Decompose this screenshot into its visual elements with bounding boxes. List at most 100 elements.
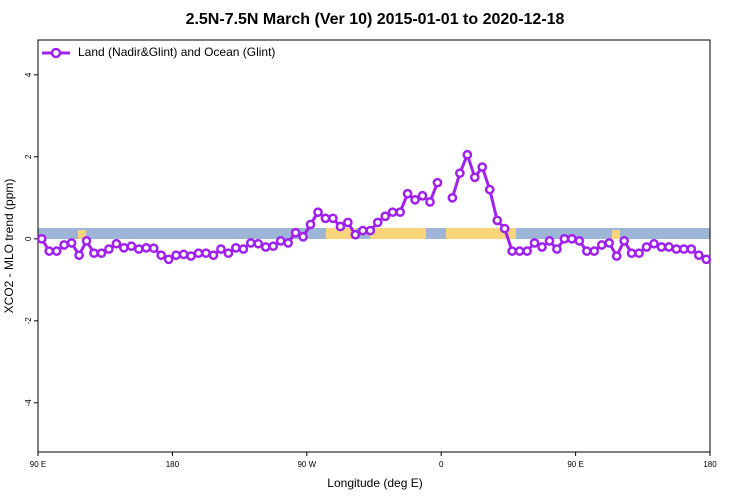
y-tick-label: -2 <box>24 317 33 325</box>
data-point <box>111 238 122 249</box>
data-point <box>664 242 674 252</box>
x-tick-label: 90 E <box>30 460 46 469</box>
data-point <box>104 244 114 254</box>
data-point <box>365 225 376 236</box>
data-point <box>44 246 55 256</box>
data-point <box>133 244 144 254</box>
data-point <box>410 195 420 205</box>
x-tick-label: 180 <box>703 460 717 469</box>
x-tick-label: 90 W <box>297 460 316 469</box>
data-point <box>156 250 167 261</box>
y-axis-label: XCO2 - MLO trend (ppm) <box>2 179 16 314</box>
data-point <box>552 244 562 254</box>
data-point <box>507 246 517 256</box>
plot-frame <box>37 39 711 453</box>
data-point <box>380 211 391 222</box>
y-tick-label: -4 <box>24 399 33 407</box>
data-point <box>148 243 159 254</box>
data-point <box>89 248 99 259</box>
data-point <box>626 248 637 259</box>
data-point <box>66 238 77 248</box>
data-point <box>484 184 495 195</box>
data-point <box>141 242 152 253</box>
y-tick-label: 2 <box>24 154 33 159</box>
x-tick-label: 0 <box>439 460 444 469</box>
legend-label: Land (Nadir&Glint) and Ocean (Glint) <box>78 45 275 59</box>
data-point <box>417 190 428 201</box>
data-point <box>425 197 435 207</box>
data-point <box>432 177 443 188</box>
data-point <box>208 250 219 261</box>
data-point <box>275 236 286 246</box>
data-point <box>81 236 92 246</box>
x-tick-label: 180 <box>166 460 180 469</box>
data-point <box>372 217 383 228</box>
data-point <box>283 238 293 248</box>
data-point <box>343 217 353 228</box>
data-point <box>686 244 697 254</box>
data-point <box>462 149 473 160</box>
y-tick-label: 0 <box>24 236 33 241</box>
data-point <box>357 225 368 236</box>
data-point <box>581 246 592 256</box>
data-point <box>245 238 256 248</box>
land-band <box>326 228 356 239</box>
data-point <box>477 162 488 172</box>
data-point <box>656 242 667 252</box>
data-point <box>178 249 189 260</box>
data-point <box>126 241 137 252</box>
data-point <box>641 242 652 252</box>
data-point <box>701 254 712 265</box>
x-axis-label: Longitude (deg E) <box>327 476 422 490</box>
data-point <box>455 168 465 179</box>
data-point <box>216 244 226 254</box>
data-point <box>447 192 458 203</box>
data-point <box>469 172 480 183</box>
data-point <box>537 242 547 252</box>
data-point <box>163 254 174 265</box>
data-point <box>589 246 600 256</box>
data-point <box>350 229 361 240</box>
data-point <box>679 244 689 254</box>
data-point <box>231 242 241 253</box>
chart-title: 2.5N-7.5N March (Ver 10) 2015-01-01 to 2… <box>186 11 565 28</box>
data-point <box>223 248 234 259</box>
data-point <box>51 246 62 256</box>
data-point <box>268 241 279 252</box>
data-point <box>186 251 196 261</box>
data-point <box>193 248 204 259</box>
data-point <box>402 188 413 199</box>
y-tick-label: 4 <box>24 72 33 77</box>
data-point <box>567 233 577 244</box>
data-point <box>313 207 323 218</box>
data-point <box>119 242 129 253</box>
data-point <box>320 213 331 224</box>
data-point <box>514 246 525 256</box>
land-band <box>370 228 426 239</box>
data-point <box>335 221 346 232</box>
land-band <box>612 230 620 239</box>
data-point <box>290 227 301 238</box>
data-point <box>260 242 271 252</box>
land-band <box>78 230 86 239</box>
data-point <box>529 238 540 248</box>
data-point <box>298 231 308 242</box>
data-point <box>171 250 181 261</box>
data-point <box>693 250 704 261</box>
data-point <box>634 248 644 259</box>
data-point <box>59 240 69 250</box>
data-point <box>604 238 615 248</box>
data-point <box>201 248 211 259</box>
data-point <box>559 233 570 244</box>
data-point <box>671 244 682 254</box>
data-point <box>387 207 398 218</box>
data-point <box>649 238 659 249</box>
data-point <box>499 223 510 234</box>
data-point <box>522 246 532 256</box>
data-point <box>611 251 622 261</box>
data-point <box>96 248 107 259</box>
x-tick-label: 90 E <box>567 460 583 469</box>
data-point <box>305 219 316 230</box>
data-point <box>492 215 503 226</box>
